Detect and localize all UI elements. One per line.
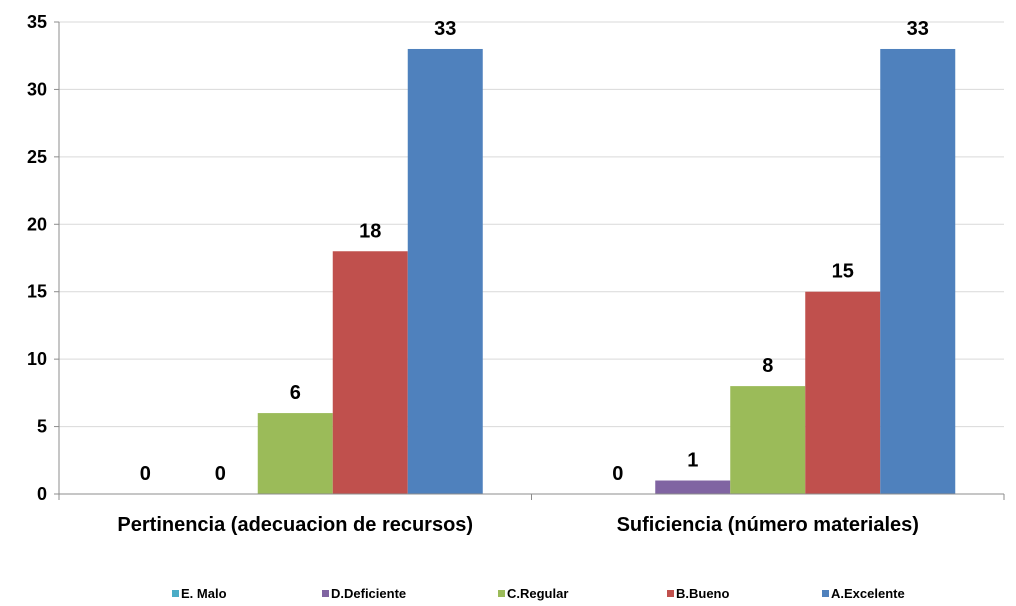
data-label: 0 bbox=[612, 463, 623, 485]
legend-swatch bbox=[172, 590, 179, 597]
legend-label: C.Regular bbox=[507, 586, 568, 601]
data-label: 33 bbox=[434, 18, 456, 40]
data-label: 6 bbox=[290, 382, 301, 404]
data-label: 0 bbox=[215, 463, 226, 485]
bar bbox=[408, 49, 483, 494]
x-category-label: Pertinencia (adecuacion de recursos) bbox=[117, 514, 473, 536]
y-tick-label: 30 bbox=[27, 79, 47, 99]
data-label: 0 bbox=[140, 463, 151, 485]
bar bbox=[655, 481, 730, 494]
data-label: 1 bbox=[687, 450, 698, 472]
y-tick-label: 10 bbox=[27, 349, 47, 369]
y-tick-label: 5 bbox=[37, 417, 47, 437]
legend-label: A.Excelente bbox=[831, 586, 905, 601]
y-tick-label: 25 bbox=[27, 147, 47, 167]
legend-swatch bbox=[322, 590, 329, 597]
bar bbox=[805, 292, 880, 494]
x-category-label: Suficiencia (número materiales) bbox=[617, 514, 919, 536]
legend-swatch bbox=[822, 590, 829, 597]
data-label: 33 bbox=[907, 18, 929, 40]
bar bbox=[880, 49, 955, 494]
y-tick-label: 15 bbox=[27, 282, 47, 302]
data-label: 15 bbox=[832, 261, 854, 283]
legend-label: B.Bueno bbox=[676, 586, 730, 601]
y-tick-label: 35 bbox=[27, 12, 47, 32]
data-label: 18 bbox=[359, 220, 381, 242]
legend-label: E. Malo bbox=[181, 586, 227, 601]
legend-swatch bbox=[667, 590, 674, 597]
bar bbox=[333, 251, 408, 494]
bar bbox=[258, 413, 333, 494]
legend-swatch bbox=[498, 590, 505, 597]
bar bbox=[730, 386, 805, 494]
data-label: 8 bbox=[762, 355, 773, 377]
legend: E. Malo D.Deficiente C.Regular B.Bueno A.Exc… bbox=[172, 586, 905, 601]
legend-label: D.Deficiente bbox=[331, 586, 406, 601]
y-tick-label: 20 bbox=[27, 214, 47, 234]
y-tick-label: 0 bbox=[37, 484, 47, 504]
